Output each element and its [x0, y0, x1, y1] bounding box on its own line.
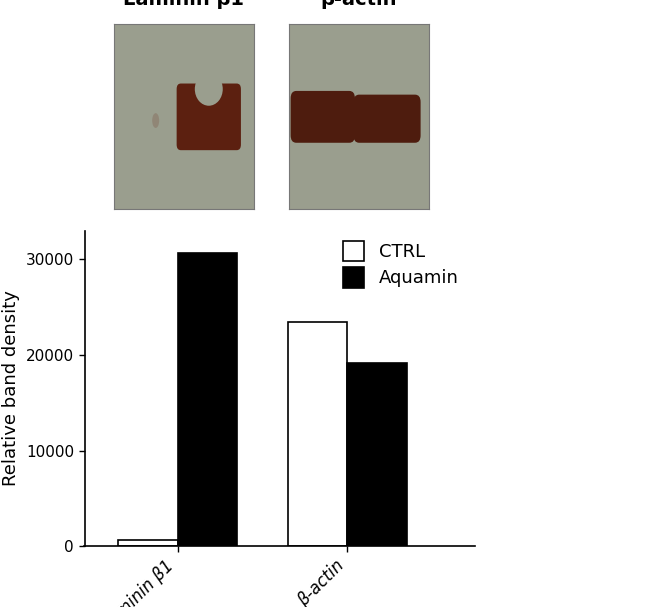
Bar [177, 253, 237, 546]
Y-axis label: Relative band density: Relative band density [3, 291, 20, 486]
FancyBboxPatch shape [177, 84, 241, 150]
Ellipse shape [152, 113, 159, 128]
Bar [118, 540, 177, 546]
Text: β-actin: β-actin [321, 0, 397, 9]
Text: Laminin β1: Laminin β1 [123, 0, 244, 9]
FancyBboxPatch shape [291, 91, 355, 143]
Legend: CTRL, Aquamin: CTRL, Aquamin [335, 233, 466, 295]
Ellipse shape [195, 72, 223, 106]
FancyBboxPatch shape [343, 104, 366, 134]
Bar [347, 362, 407, 546]
Bar [288, 322, 347, 546]
FancyBboxPatch shape [354, 95, 421, 143]
